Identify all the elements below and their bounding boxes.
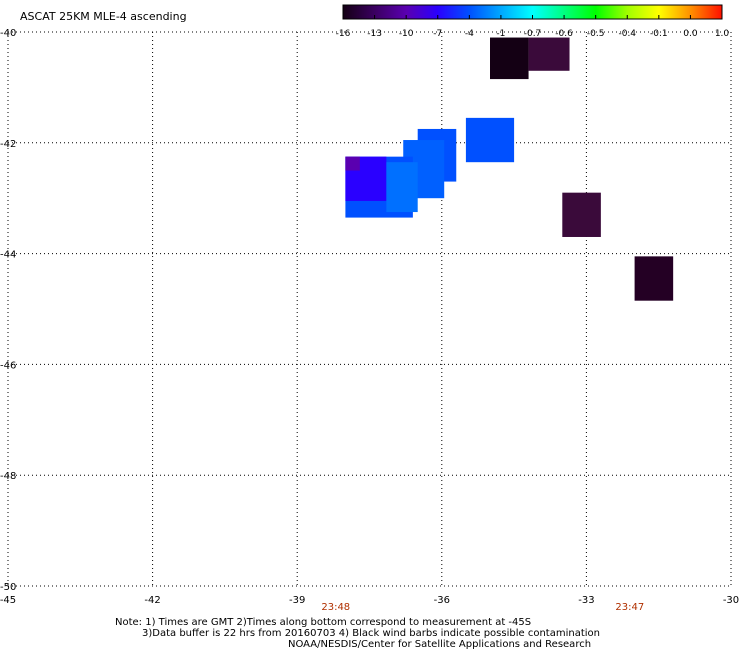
colorbar-tick-label: -0.5 (587, 29, 605, 39)
note-line-2: 3)Data buffer is 22 hrs from 20160703 4)… (142, 628, 600, 639)
y-tick-label: -40 (0, 28, 16, 39)
y-tick-label: -42 (0, 139, 16, 150)
colorbar-tick-label: -0.4 (618, 29, 636, 39)
note-line-1: Note: 1) Times are GMT 2)Times along bot… (115, 617, 531, 628)
x-tick-label: -33 (578, 595, 594, 606)
data-cell (490, 37, 529, 80)
data-cell (465, 117, 515, 163)
y-tick-label: -48 (0, 471, 16, 482)
colorbar-tick-label: -1 (496, 29, 505, 39)
colorbar-tick-label: -4 (465, 29, 474, 39)
y-tick-label: -50 (0, 582, 16, 593)
data-cells (345, 37, 674, 301)
x-tick-label: -36 (434, 595, 450, 606)
x-tick-label: -30 (723, 595, 739, 606)
colorbar-tick-label: 1.0 (715, 29, 730, 39)
y-tick-label: -46 (0, 360, 16, 371)
data-cell (562, 192, 601, 237)
colorbar-tick-label: -0.7 (524, 29, 542, 39)
data-cell (345, 156, 360, 171)
data-cell (386, 162, 418, 213)
colorbar-tick-label: 0.0 (683, 29, 698, 39)
colorbar-tick-label: -0.6 (555, 29, 573, 39)
colorbar-tick-label: -13 (367, 29, 382, 39)
colorbar-tick-label: -7 (433, 29, 442, 39)
data-cell (634, 256, 674, 301)
x-tick-label: -45 (0, 595, 16, 606)
chart-title: ASCAT 25KM MLE-4 ascending (20, 10, 187, 23)
y-tick-label: -44 (0, 250, 16, 261)
colorbar: -16 -13 -10 -7 -4 -1 -0.7 -0.6 -0.5 -0.4 -0.1 0.0 1.… (336, 4, 730, 39)
y-tick-labels: -40 -42 -44 -46 -48 -50 (0, 28, 16, 593)
time-labels: 23:48 23:47 (321, 602, 644, 613)
colorbar-tick-label: -16 (336, 29, 351, 39)
x-tick-label: -42 (144, 595, 160, 606)
grid-lines (7, 31, 732, 587)
time-label: 23:48 (321, 602, 350, 613)
data-cell (528, 37, 570, 71)
x-tick-label: -39 (289, 595, 305, 606)
time-label: 23:47 (615, 602, 644, 613)
note-line-3: NOAA/NESDIS/Center for Satellite Applica… (288, 639, 591, 650)
x-tick-labels: -45 -42 -39 -36 -33 -30 (0, 595, 739, 606)
colorbar-tick-label: -0.1 (650, 29, 668, 39)
colorbar-tick-label: -10 (399, 29, 414, 39)
